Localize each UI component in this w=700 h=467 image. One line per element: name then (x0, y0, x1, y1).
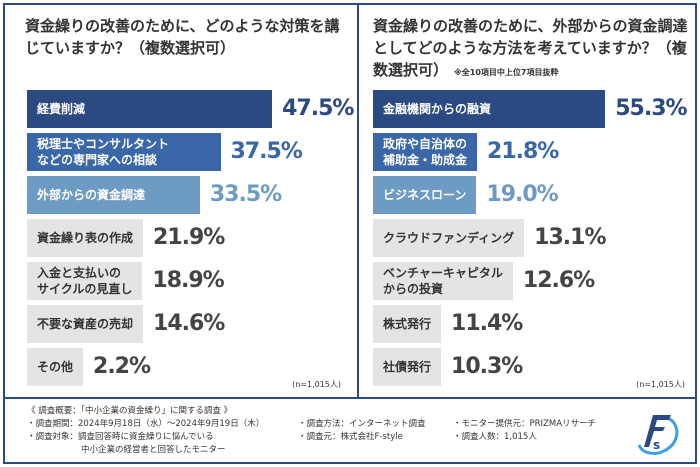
bar-label: 政府や自治体の 補助金・助成金 (383, 136, 467, 168)
bar-label-line: 金融機関からの融資 (383, 101, 492, 116)
bar: 社債発行 (373, 347, 442, 386)
bar-label-line: からの投資 (383, 281, 444, 296)
bar-label: その他 (37, 359, 73, 375)
value-label: 47.5% (282, 96, 354, 121)
bar-row: ベンチャーキャピタル からの投資 12.6% (373, 259, 699, 302)
value-label: 11.4% (451, 311, 523, 336)
bar: 外部からの資金調達 (27, 175, 200, 214)
right-bars: 金融機関からの融資 55.3% 政府や自治体の 補助金・助成金 21.8% ビジネスローン… (373, 87, 699, 388)
bar-label: ビジネスローン (383, 187, 466, 203)
survey-source: ・調査元：株式会社F-style (298, 432, 403, 442)
value-label: 10.3% (451, 354, 523, 379)
bar-label: ベンチャーキャピタル からの投資 (383, 265, 503, 297)
survey-provider: ・モニター提供元：PRIZMAリサーチ (453, 419, 597, 429)
bar: 税理士やコンサルタント などの専門家への相談 (27, 132, 221, 171)
left-chart-title: 資金繰りの改善のために、どのような対策を講じていますか？（複数選択可） (25, 17, 340, 57)
bar-label-line: 不要な資産の売却 (37, 316, 134, 331)
right-chart-panel: 資金繰りの改善のために、外部からの資金調達としてどのような方法を考えていますか？… (357, 5, 699, 397)
bar-label-line: ベンチャーキャピタル (383, 265, 503, 280)
bar-label: 資金繰り表の作成 (37, 230, 133, 246)
bar-row: 社債発行 10.3% (373, 345, 699, 388)
value-label: 19.0% (486, 182, 558, 207)
bar: 不要な資産の売却 (27, 304, 144, 343)
bar-row: クラウドファンディング 13.1% (373, 216, 699, 259)
bar-label-line: ビジネスローン (383, 187, 467, 202)
survey-heading: 《 調査概要：「中小企業の資金繰り」に関する調査 》 (27, 406, 233, 416)
bar: 入金と支払いの サイクルの見直し (27, 261, 143, 300)
bar: その他 (27, 347, 84, 386)
value-label: 13.1% (534, 225, 606, 250)
bar-label: 税理士やコンサルタント などの専門家への相談 (37, 136, 169, 168)
bar-label-line: 外部からの資金調達 (37, 187, 146, 202)
left-sample-note: (n=1,015人) (292, 380, 341, 389)
right-title-text: 資金繰りの改善のために、外部からの資金調達としてどのような方法を考えていますか？… (373, 17, 688, 79)
survey-target-cont: 中小企業の経営者と回答したモニター (81, 445, 226, 455)
right-title-note: ※全10項目中上位7項目抜粋 (454, 68, 559, 77)
bar-row: 政府や自治体の 補助金・助成金 21.8% (373, 130, 699, 173)
survey-target: ・調査対象：調査回答時に資金繰りに悩んでいる (27, 432, 214, 442)
value-label: 21.8% (487, 139, 559, 164)
bar: 金融機関からの融資 (373, 89, 606, 128)
bar-label: 社債発行 (383, 359, 431, 375)
bar-label: クラウドファンディング (383, 230, 514, 246)
value-label: 2.2% (93, 354, 151, 379)
survey-count: ・調査人数：1,015人 (453, 432, 537, 442)
bar-label-line: 補助金・助成金 (383, 152, 468, 167)
infographic-card: 資金繰りの改善のために、どのような対策を講じていますか？（複数選択可） 経費削減… (3, 3, 697, 464)
bar-label-line: サイクルの見直し (37, 281, 133, 296)
bar-row: 経費削減 47.5% (27, 87, 355, 130)
bar-label: 経費削減 (37, 101, 85, 117)
bar-label-line: 経費削減 (37, 101, 86, 116)
bar-label: 金融機関からの融資 (383, 101, 491, 117)
bar-row: 入金と支払いの サイクルの見直し 18.9% (27, 259, 355, 302)
bar: ビジネスローン (373, 175, 477, 214)
bar-label-line: 社債発行 (383, 359, 432, 374)
bar-row: 金融機関からの融資 55.3% (373, 87, 699, 130)
value-label: 33.5% (209, 182, 282, 207)
value-label: 55.3% (615, 96, 687, 121)
f-style-logo-icon: s (637, 415, 679, 455)
bar-label-line: クラウドファンディング (383, 230, 515, 245)
bar-label: 株式発行 (383, 316, 431, 332)
value-label: 18.9% (152, 268, 224, 293)
bar-label-line: 株式発行 (383, 316, 432, 331)
bar-label-line: 政府や自治体の (383, 136, 468, 151)
bar: 経費削減 (27, 89, 273, 128)
bar-row: 株式発行 11.4% (373, 302, 699, 345)
bar-row: その他 2.2% (27, 345, 355, 388)
bar-row: 税理士やコンサルタント などの専門家への相談 37.5% (27, 130, 355, 173)
bar: ベンチャーキャピタル からの投資 (373, 261, 513, 300)
bar-label-line: 入金と支払いの (37, 265, 122, 280)
bar-row: 外部からの資金調達 33.5% (27, 173, 355, 216)
value-label: 21.9% (153, 225, 225, 250)
survey-method: ・調査方法：インターネット調査 (298, 419, 426, 429)
right-sample-note: (n=1,015人) (636, 380, 685, 389)
value-label: 37.5% (230, 139, 303, 164)
svg-text:s: s (653, 438, 660, 452)
right-chart-title: 資金繰りの改善のために、外部からの資金調達としてどのような方法を考えていますか？… (373, 15, 693, 84)
value-label: 14.6% (153, 311, 225, 336)
bar-label-line: その他 (37, 359, 74, 374)
bar-row: 資金繰り表の作成 21.9% (27, 216, 355, 259)
bar: クラウドファンディング (373, 218, 525, 257)
bar-label: 外部からの資金調達 (37, 187, 145, 203)
bar-label-line: などの専門家への相談 (37, 152, 158, 167)
bar: 株式発行 (373, 304, 442, 343)
survey-period: ・調査期間：2024年9月18日（水）～2024年9月19日（木） (27, 419, 265, 429)
bar-label-line: 資金繰り表の作成 (37, 230, 134, 245)
left-chart-panel: 資金繰りの改善のために、どのような対策を講じていますか？（複数選択可） 経費削減… (5, 5, 355, 397)
bar-row: 不要な資産の売却 14.6% (27, 302, 355, 345)
bar-label: 入金と支払いの サイクルの見直し (37, 265, 132, 297)
value-label: 12.6% (522, 268, 595, 293)
survey-footer: 《 調査概要：「中小企業の資金繰り」に関する調査 》 ・調査期間：2024年9月… (5, 397, 695, 462)
bar-label: 不要な資産の売却 (37, 316, 133, 332)
bar-label-line: 税理士やコンサルタント (37, 136, 170, 151)
bar: 政府や自治体の 補助金・助成金 (373, 132, 478, 171)
bar-row: ビジネスローン 19.0% (373, 173, 699, 216)
left-bars: 経費削減 47.5% 税理士やコンサルタント などの専門家への相談 37.5% 外部からの… (27, 87, 355, 388)
bar: 資金繰り表の作成 (27, 218, 144, 257)
